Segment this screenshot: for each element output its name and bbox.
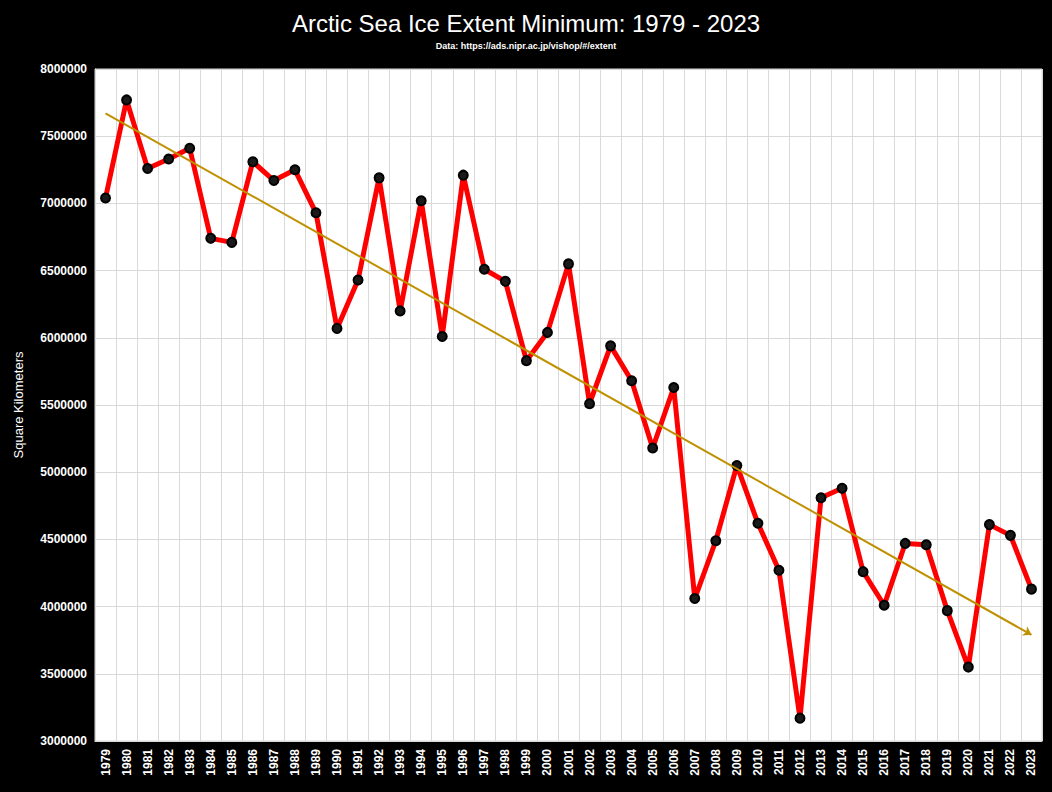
svg-text:2023: 2023 <box>1024 749 1038 776</box>
svg-text:5000000: 5000000 <box>40 465 87 479</box>
svg-text:2009: 2009 <box>730 749 744 776</box>
svg-text:2006: 2006 <box>667 749 681 776</box>
svg-text:2014: 2014 <box>835 749 849 776</box>
svg-text:2010: 2010 <box>751 749 765 776</box>
svg-text:2013: 2013 <box>814 749 828 776</box>
svg-text:1979: 1979 <box>99 749 113 776</box>
svg-text:2001: 2001 <box>562 749 576 776</box>
svg-text:1998: 1998 <box>498 749 512 776</box>
svg-text:3000000: 3000000 <box>40 734 87 748</box>
svg-text:1990: 1990 <box>330 749 344 776</box>
svg-text:2012: 2012 <box>793 749 807 776</box>
svg-text:2017: 2017 <box>898 749 912 776</box>
svg-text:5500000: 5500000 <box>40 398 87 412</box>
svg-text:1981: 1981 <box>141 749 155 776</box>
svg-text:1980: 1980 <box>120 749 134 776</box>
svg-text:1995: 1995 <box>435 749 449 776</box>
svg-text:Square Kilometers: Square Kilometers <box>11 351 26 458</box>
svg-text:1987: 1987 <box>267 749 281 776</box>
svg-text:4000000: 4000000 <box>40 600 87 614</box>
svg-text:1999: 1999 <box>519 749 533 776</box>
svg-text:1997: 1997 <box>477 749 491 776</box>
svg-text:8000000: 8000000 <box>40 62 87 76</box>
svg-text:1993: 1993 <box>393 749 407 776</box>
svg-text:2018: 2018 <box>919 749 933 776</box>
svg-text:2005: 2005 <box>646 749 660 776</box>
svg-text:1983: 1983 <box>183 749 197 776</box>
svg-text:2016: 2016 <box>877 749 891 776</box>
svg-text:2019: 2019 <box>940 749 954 776</box>
svg-text:6000000: 6000000 <box>40 331 87 345</box>
svg-text:2007: 2007 <box>688 749 702 776</box>
svg-text:1982: 1982 <box>162 749 176 776</box>
svg-text:2000: 2000 <box>540 749 554 776</box>
svg-text:7500000: 7500000 <box>40 129 87 143</box>
svg-text:1992: 1992 <box>372 749 386 776</box>
svg-text:Data: https://ads.nipr.ac.jp/v: Data: https://ads.nipr.ac.jp/vishop/#/ex… <box>436 41 617 51</box>
svg-text:4500000: 4500000 <box>40 532 87 546</box>
svg-text:1984: 1984 <box>204 749 218 776</box>
svg-text:1985: 1985 <box>225 749 239 776</box>
svg-text:Arctic Sea Ice Extent Minimum:: Arctic Sea Ice Extent Minimum: 1979 - 20… <box>292 10 760 37</box>
svg-text:1991: 1991 <box>351 749 365 776</box>
svg-text:2011: 2011 <box>772 749 786 775</box>
svg-text:1986: 1986 <box>246 749 260 776</box>
svg-text:2004: 2004 <box>625 749 639 776</box>
svg-text:2022: 2022 <box>1003 749 1017 776</box>
svg-text:1996: 1996 <box>456 749 470 776</box>
svg-text:2015: 2015 <box>856 749 870 776</box>
svg-text:3500000: 3500000 <box>40 667 87 681</box>
svg-text:2020: 2020 <box>961 749 975 776</box>
svg-text:1989: 1989 <box>309 749 323 776</box>
svg-text:7000000: 7000000 <box>40 196 87 210</box>
svg-text:6500000: 6500000 <box>40 264 87 278</box>
svg-text:2002: 2002 <box>583 749 597 776</box>
svg-text:1988: 1988 <box>288 749 302 776</box>
svg-text:1994: 1994 <box>414 749 428 776</box>
svg-text:2003: 2003 <box>604 749 618 776</box>
svg-text:2008: 2008 <box>709 749 723 776</box>
svg-text:2021: 2021 <box>982 749 996 776</box>
